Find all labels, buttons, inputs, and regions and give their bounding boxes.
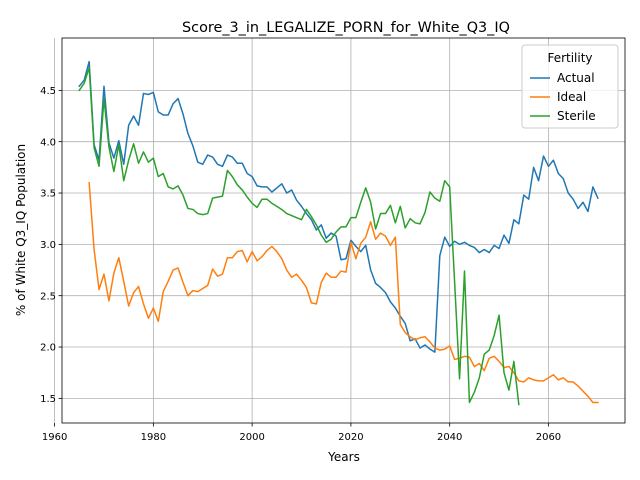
legend-label-ideal: Ideal — [557, 90, 586, 104]
series-line-ideal — [88, 181, 599, 404]
y-tick-label: 2.5 — [40, 291, 56, 302]
legend-box — [521, 44, 619, 129]
grid-lines — [54, 38, 625, 423]
y-axis-ticks: 1.5 2.0 2.5 3.0 3.5 4.0 4.5 — [40, 86, 62, 405]
y-tick-label: 4.0 — [40, 137, 56, 148]
legend-label-actual: Actual — [557, 71, 595, 85]
series-line-actual — [78, 60, 599, 353]
x-tick-label: 1980 — [141, 432, 166, 443]
y-axis-label: % of White Q3_IQ Population — [14, 144, 28, 316]
series-lines — [78, 60, 599, 406]
chart-title: Score_3_in_LEGALIZE_PORN_for_White_Q3_IQ — [182, 20, 510, 36]
legend-label-sterile: Sterile — [557, 109, 596, 123]
series-line-sterile — [78, 67, 520, 406]
y-tick-label: 3.0 — [40, 240, 56, 251]
x-axis-label: Years — [327, 450, 360, 464]
x-tick-label: 2020 — [338, 432, 363, 443]
y-tick-label: 1.5 — [40, 394, 56, 405]
legend-title: Fertility — [547, 51, 592, 65]
plot-frame — [61, 37, 626, 424]
y-tick-label: 4.5 — [40, 86, 56, 97]
y-tick-label: 3.5 — [40, 189, 56, 200]
y-tick-label: 2.0 — [40, 343, 56, 354]
legend: Fertility Actual Ideal Sterile — [521, 44, 619, 129]
x-tick-label: 1960 — [42, 432, 67, 443]
x-axis-ticks: 1960 1980 2000 2020 2040 2060 — [42, 423, 561, 443]
x-tick-label: 2000 — [239, 432, 264, 443]
x-tick-label: 2060 — [536, 432, 561, 443]
x-tick-label: 2040 — [437, 432, 462, 443]
